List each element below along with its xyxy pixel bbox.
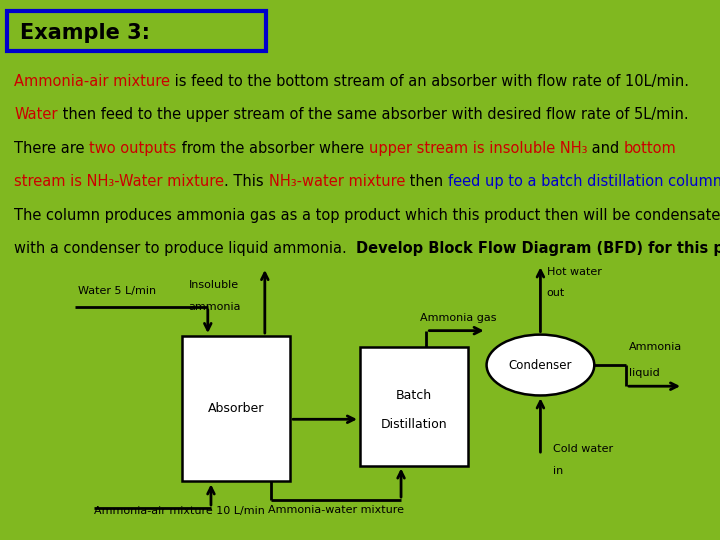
Text: NH₃-water mixture: NH₃-water mixture [269, 174, 405, 189]
Text: then: then [405, 174, 448, 189]
Text: two outputs: two outputs [89, 141, 177, 156]
Text: Distillation: Distillation [380, 418, 447, 431]
Text: feed up to a batch distillation column.: feed up to a batch distillation column. [448, 174, 720, 189]
Text: from the absorber where: from the absorber where [177, 141, 369, 156]
Text: Ammonia-water mixture: Ammonia-water mixture [268, 505, 404, 515]
Text: Insoluble: Insoluble [189, 280, 239, 291]
Text: stream is NH₃-Water mixture: stream is NH₃-Water mixture [14, 174, 225, 189]
Text: Ammonia-air mixture 10 L/min: Ammonia-air mixture 10 L/min [94, 506, 265, 516]
Text: ammonia: ammonia [189, 301, 241, 312]
Text: liquid: liquid [629, 368, 660, 377]
Text: There are: There are [14, 141, 89, 156]
Text: Batch: Batch [396, 389, 432, 402]
Text: Absorber: Absorber [208, 402, 264, 415]
Text: Water: Water [14, 107, 58, 122]
Text: and: and [587, 141, 624, 156]
Text: Develop Block Flow Diagram (BFD) for this process.: Develop Block Flow Diagram (BFD) for thi… [356, 241, 720, 256]
Bar [360, 347, 467, 465]
Text: Ammonia: Ammonia [629, 342, 683, 352]
Text: is feed to the bottom stream of an absorber with flow rate of 10L/min.: is feed to the bottom stream of an absor… [171, 73, 689, 89]
Text: Ammonia gas: Ammonia gas [420, 313, 497, 323]
Text: The column produces ammonia gas as a top product which this product then will be: The column produces ammonia gas as a top… [14, 208, 720, 222]
Ellipse shape [487, 335, 594, 395]
Text: in: in [553, 465, 563, 476]
Bar [182, 336, 290, 482]
Text: Condenser: Condenser [509, 359, 572, 372]
Text: then feed to the upper stream of the same absorber with desired flow rate of 5L/: then feed to the upper stream of the sam… [58, 107, 688, 122]
Text: Hot water: Hot water [546, 267, 602, 277]
Text: with a condenser to produce liquid ammonia.: with a condenser to produce liquid ammon… [14, 241, 356, 256]
Text: Ammonia-air mixture: Ammonia-air mixture [14, 73, 171, 89]
Text: Example 3:: Example 3: [20, 23, 150, 43]
Text: . This: . This [225, 174, 269, 189]
Text: upper stream is insoluble NH₃: upper stream is insoluble NH₃ [369, 141, 587, 156]
Text: bottom: bottom [624, 141, 677, 156]
Text: Cold water: Cold water [553, 444, 613, 455]
Text: Water 5 L/min: Water 5 L/min [78, 286, 156, 296]
Text: out: out [546, 288, 565, 298]
